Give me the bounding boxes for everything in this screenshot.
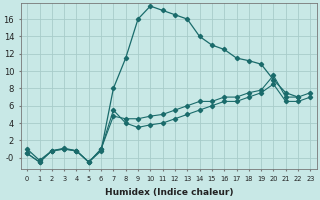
X-axis label: Humidex (Indice chaleur): Humidex (Indice chaleur) xyxy=(105,188,233,197)
